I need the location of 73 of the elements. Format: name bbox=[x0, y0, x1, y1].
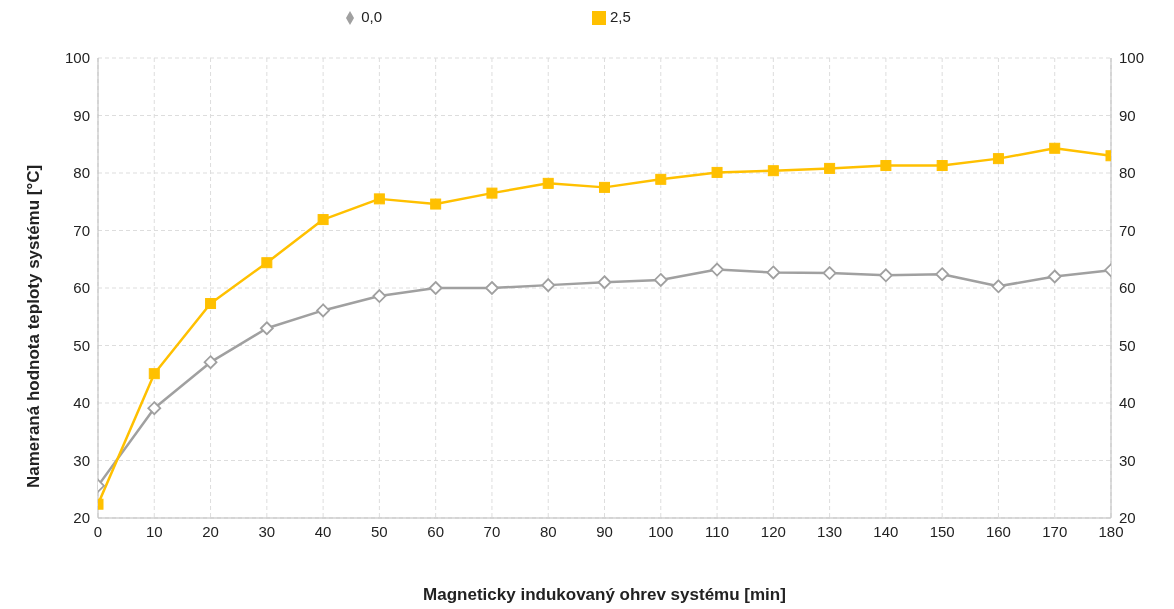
x-tick-label: 20 bbox=[202, 522, 219, 540]
point bbox=[148, 368, 160, 380]
point bbox=[822, 266, 837, 280]
point bbox=[373, 193, 385, 205]
y2-tick-label: 50 bbox=[1119, 336, 1136, 354]
y-tick-label: 80 bbox=[73, 164, 90, 182]
x-tick-label: 170 bbox=[1042, 522, 1068, 540]
point bbox=[147, 401, 162, 416]
point bbox=[261, 257, 273, 269]
point bbox=[824, 162, 836, 174]
y2-tick-label: 100 bbox=[1119, 49, 1145, 67]
x-tick-label: 130 bbox=[817, 522, 843, 540]
point bbox=[428, 281, 443, 295]
y-tick-label: 50 bbox=[73, 336, 90, 354]
point bbox=[205, 298, 217, 310]
point bbox=[317, 214, 329, 226]
point bbox=[1049, 142, 1061, 154]
point bbox=[485, 281, 499, 295]
point bbox=[991, 279, 1006, 294]
x-tick-label: 40 bbox=[314, 522, 332, 540]
y2-tick-label: 80 bbox=[1119, 164, 1136, 182]
point bbox=[767, 165, 779, 177]
y-axis-title: Nameraná hodnota teploty systému [°C] bbox=[24, 164, 44, 488]
y-tick-label: 30 bbox=[73, 451, 90, 469]
point bbox=[541, 278, 556, 293]
point bbox=[542, 177, 554, 189]
legend-label: 2,5 bbox=[610, 8, 631, 25]
point bbox=[878, 268, 893, 283]
y2-tick-label: 60 bbox=[1119, 279, 1136, 297]
y2-tick-label: 90 bbox=[1119, 106, 1136, 124]
point bbox=[486, 187, 498, 199]
point bbox=[597, 275, 612, 290]
x-tick-label: 30 bbox=[258, 522, 276, 540]
y2-tick-label: 40 bbox=[1119, 394, 1136, 412]
point bbox=[259, 321, 274, 336]
x-tick-label: 60 bbox=[427, 522, 445, 540]
x-tick-label: 110 bbox=[705, 522, 730, 540]
point bbox=[710, 262, 724, 277]
point bbox=[766, 265, 781, 280]
point bbox=[711, 166, 723, 178]
x-axis-title: Magneticky indukovaný ohrev systému [min] bbox=[423, 585, 786, 604]
point bbox=[203, 355, 218, 370]
y-tick-label: 90 bbox=[73, 106, 90, 124]
point bbox=[653, 273, 668, 287]
y-tick-label: 40 bbox=[73, 394, 90, 412]
x-tick-label: 90 bbox=[596, 522, 613, 540]
point bbox=[992, 153, 1004, 165]
y2-tick-label: 70 bbox=[1119, 221, 1136, 239]
x-tick-label: 120 bbox=[760, 522, 786, 540]
legend-label: 0,0 bbox=[361, 8, 382, 25]
point bbox=[372, 289, 387, 303]
point bbox=[599, 181, 610, 193]
point bbox=[430, 198, 442, 210]
x-tick-label: 160 bbox=[985, 522, 1011, 540]
x-tick-label: 80 bbox=[539, 522, 557, 540]
point bbox=[935, 267, 950, 282]
x-tick-label: 140 bbox=[873, 522, 899, 540]
y-tick-label: 60 bbox=[73, 279, 90, 297]
point bbox=[936, 160, 948, 172]
y-tick-label: 100 bbox=[64, 49, 90, 67]
x-tick-label: 150 bbox=[929, 522, 955, 540]
point bbox=[316, 303, 331, 318]
point bbox=[880, 160, 892, 172]
x-tick-label: 100 bbox=[648, 522, 674, 540]
x-tick-label: 70 bbox=[483, 522, 501, 540]
x-tick-label: 0 bbox=[93, 522, 103, 540]
point bbox=[655, 173, 667, 185]
y2-tick-label: 30 bbox=[1119, 451, 1136, 469]
point bbox=[1047, 269, 1062, 284]
x-tick-label: 50 bbox=[371, 522, 388, 540]
y-tick-label: 20 bbox=[73, 509, 90, 527]
y-tick-label: 70 bbox=[73, 221, 90, 239]
x-tick-label: 10 bbox=[145, 522, 163, 540]
